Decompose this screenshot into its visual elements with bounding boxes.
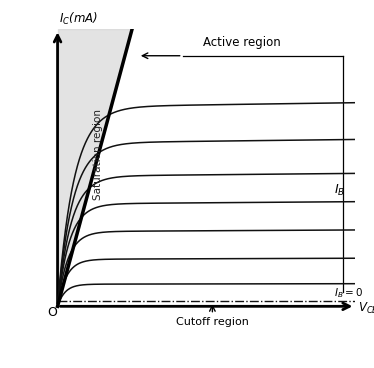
Text: Active region: Active region xyxy=(203,36,281,49)
Polygon shape xyxy=(58,29,132,306)
Text: Cutoff region: Cutoff region xyxy=(176,306,249,328)
Text: $I_B$: $I_B$ xyxy=(334,183,346,198)
Text: $V_{CE}$(V): $V_{CE}$(V) xyxy=(358,300,374,316)
Text: $I_B = 0$: $I_B = 0$ xyxy=(334,286,364,300)
Text: O: O xyxy=(47,306,57,319)
Text: Saturation region: Saturation region xyxy=(93,109,103,199)
Text: $I_C$(mA): $I_C$(mA) xyxy=(59,11,98,26)
